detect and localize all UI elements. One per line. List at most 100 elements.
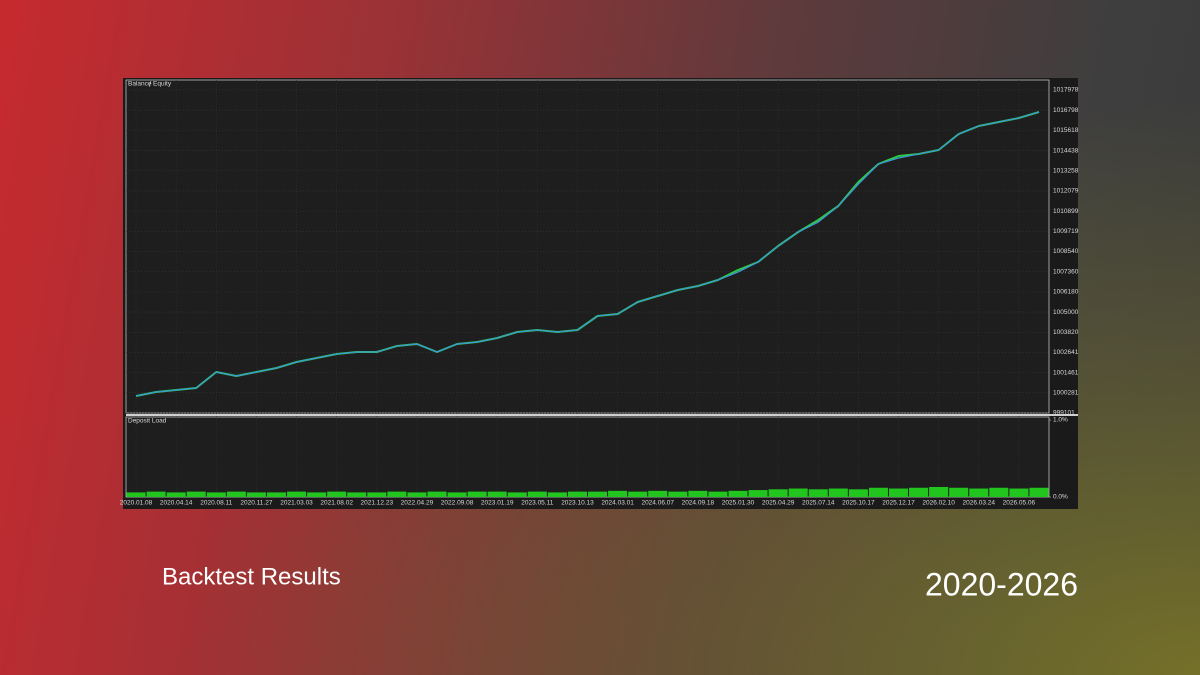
bar: [527, 491, 547, 497]
x-tick-label: 2025.07.14: [802, 500, 835, 507]
bar: [768, 489, 788, 497]
y-tick-label: 1.0%: [1053, 417, 1068, 424]
sub-title: Deposit Load: [128, 418, 167, 425]
bar: [888, 488, 909, 497]
x-tick-label: 2025.10.17: [842, 500, 875, 507]
x-tick-label: 2022.04.29: [401, 500, 434, 507]
slide-period: 2020-2026: [925, 566, 1078, 602]
bar: [287, 491, 307, 497]
bar: [949, 487, 969, 497]
x-tick-label: 2022.09.08: [441, 500, 474, 507]
y-tick-label: 1014438: [1053, 147, 1079, 154]
y-tick-label: 999101: [1053, 410, 1075, 417]
x-tick-label: 2026.03.24: [962, 500, 995, 507]
x-tick-label: 2020.08.11: [200, 500, 232, 507]
x-tick-label: 2020.01.08: [120, 500, 153, 507]
bar: [126, 492, 146, 497]
x-tick-label: 2020.11.27: [240, 500, 272, 507]
grid: [126, 80, 1051, 498]
legend-separator: [148, 80, 152, 88]
bar: [166, 492, 186, 497]
bar: [628, 491, 648, 497]
legend-equity: Equity: [153, 81, 172, 88]
bar: [467, 491, 487, 497]
x-tick-label: 2026.02.10: [922, 500, 955, 507]
x-tick-label: 2024.06.07: [641, 500, 674, 507]
bar: [989, 487, 1009, 497]
bar: [487, 491, 507, 497]
x-tick-label: 2025.12.17: [882, 500, 915, 507]
marks: [126, 111, 1049, 497]
bar: [868, 487, 888, 497]
y-tick-label: 1013258: [1053, 167, 1079, 174]
bar: [748, 490, 768, 497]
x-tick-label: 2023.05.11: [521, 500, 553, 507]
y-tick-label: 1012079: [1053, 188, 1079, 195]
bar: [186, 491, 206, 497]
y-tick-label: 1016798: [1053, 107, 1079, 114]
bar: [307, 492, 327, 497]
main-panel: [125, 79, 1050, 414]
bar: [367, 492, 387, 497]
bar: [1009, 488, 1029, 497]
bar: [688, 490, 708, 497]
bar: [808, 489, 828, 497]
bar: [909, 487, 929, 497]
bar: [648, 490, 668, 497]
y-tick-label: 1006180: [1053, 289, 1079, 296]
x-tick-label: 2023.01.19: [481, 500, 514, 507]
x-tick-label: 2025.04.29: [762, 500, 795, 507]
y-tick-label: 1008540: [1053, 248, 1079, 255]
y-tick-label: 1005000: [1053, 309, 1079, 316]
bar: [728, 490, 748, 497]
y-tick-label: 1017978: [1053, 87, 1079, 94]
y-tick-label: 1001461: [1053, 369, 1079, 376]
y-tick-label: 1003820: [1053, 329, 1079, 336]
x-tick-label: 2021.08.02: [320, 500, 353, 507]
bar: [588, 491, 608, 497]
bar: [447, 492, 467, 497]
bar: [668, 491, 688, 497]
bar: [246, 492, 266, 497]
bar: [788, 488, 808, 497]
labels: Balance Equity Deposit Load 1017978 10167…: [120, 81, 1079, 507]
bar: [206, 492, 226, 497]
bar: [547, 492, 567, 497]
y-tick-label: 1007360: [1053, 268, 1079, 275]
series-line: [135, 111, 1040, 397]
legend-balance: Balance: [128, 81, 152, 88]
bar: [387, 491, 407, 497]
x-tick-label: 2026.05.06: [1003, 500, 1036, 507]
bar: [708, 491, 728, 497]
x-tick-label: 2021.12.23: [361, 500, 394, 507]
bar: [567, 491, 587, 497]
y-tick-label: 1000281: [1053, 390, 1079, 397]
x-tick-label: 2020.04.14: [160, 500, 193, 507]
x-tick-label: 2024.09.18: [682, 500, 715, 507]
bar: [266, 492, 287, 497]
bar: [347, 492, 367, 497]
x-tick-label: 2025.01.30: [722, 500, 755, 507]
bar: [427, 491, 447, 497]
bar: [848, 489, 868, 497]
y-tick-label: 0.0%: [1053, 494, 1068, 501]
y-tick-label: 1009719: [1053, 228, 1079, 235]
x-tick-label: 2023.10.13: [561, 500, 594, 507]
bar: [407, 492, 427, 497]
sub-panel: [125, 416, 1050, 498]
bar: [327, 491, 347, 497]
slide-title: Backtest Results: [162, 563, 341, 590]
bar: [226, 491, 246, 497]
bar: [146, 491, 166, 497]
bar: [969, 488, 989, 497]
y-tick-label: 1010899: [1053, 208, 1079, 215]
bar: [828, 488, 848, 497]
bar: [608, 490, 628, 497]
bar: [507, 492, 527, 497]
x-tick-label: 2021.03.03: [280, 500, 313, 507]
y-tick-label: 1015618: [1053, 127, 1079, 134]
bar: [1029, 487, 1049, 497]
bar: [929, 486, 949, 497]
y-tick-label: 1002641: [1053, 349, 1079, 356]
